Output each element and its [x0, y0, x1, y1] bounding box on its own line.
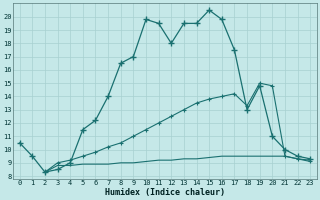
X-axis label: Humidex (Indice chaleur): Humidex (Indice chaleur): [105, 188, 225, 197]
